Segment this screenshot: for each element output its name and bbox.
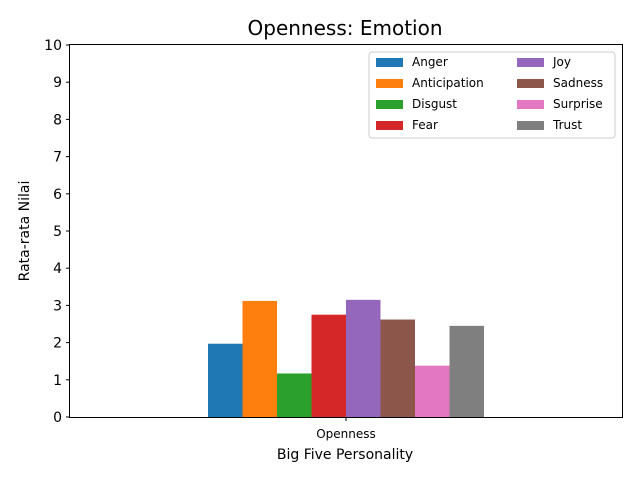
legend-item: Fear: [376, 118, 438, 132]
y-tick-label: 10: [44, 38, 62, 54]
bar-fear: [311, 314, 346, 417]
legend-item: Trust: [517, 118, 582, 132]
legend-label: Fear: [412, 118, 438, 132]
legend-swatch: [376, 100, 403, 109]
x-tick-label: Openness: [316, 427, 376, 441]
y-tick-label: 6: [53, 187, 62, 203]
y-tick-label: 2: [53, 336, 62, 352]
bar-anticipation: [242, 300, 277, 417]
legend-item: Sadness: [517, 76, 603, 90]
legend-box: [368, 51, 616, 139]
bars-group: [208, 299, 484, 417]
legend-swatch: [376, 121, 403, 130]
bar-trust: [449, 325, 484, 417]
bar-disgust: [277, 373, 312, 417]
y-tick-label: 3: [53, 298, 62, 314]
y-axis-label: Rata-rata Nilai: [17, 181, 33, 282]
legend-item: Anticipation: [376, 76, 484, 90]
bar-anger: [208, 343, 243, 417]
legend-item: Joy: [517, 55, 571, 69]
legend-label: Joy: [552, 55, 571, 69]
legend-swatch: [517, 58, 544, 67]
legend-label: Anger: [412, 55, 448, 69]
legend-item: Surprise: [517, 97, 603, 111]
y-tick-label: 9: [53, 75, 62, 91]
y-tick-label: 1: [53, 373, 62, 389]
legend-label: Disgust: [412, 97, 457, 111]
y-tick-label: 5: [53, 224, 62, 240]
y-tick-label: 8: [53, 112, 62, 128]
legend-item: Anger: [376, 55, 448, 69]
legend-swatch: [376, 79, 403, 88]
legend-label: Anticipation: [412, 76, 484, 90]
y-tick-label: 4: [53, 261, 62, 277]
legend-item: Disgust: [376, 97, 457, 111]
legend-label: Sadness: [553, 76, 603, 90]
legend-swatch: [517, 79, 544, 88]
plot-frame: [69, 44, 623, 418]
legend-label: Trust: [552, 118, 582, 132]
bar-joy: [346, 299, 381, 417]
y-tick-label: 7: [53, 150, 62, 166]
chart-title: Openness: Emotion: [248, 16, 443, 40]
legend-label: Surprise: [553, 97, 603, 111]
y-axis: 0 1 2 3 4 5 6 7 8 9 10: [44, 38, 70, 426]
legend-swatch: [517, 100, 544, 109]
legend-swatch: [376, 58, 403, 67]
x-axis: Openness: [316, 417, 376, 441]
bar-surprise: [415, 365, 450, 417]
legend: Anger Anticipation Disgust Fear Joy Sadness Su…: [368, 51, 616, 139]
legend-swatch: [517, 121, 544, 130]
x-axis-label: Big Five Personality: [277, 447, 413, 463]
y-tick-label: 0: [53, 410, 62, 426]
bar-sadness: [380, 319, 415, 417]
